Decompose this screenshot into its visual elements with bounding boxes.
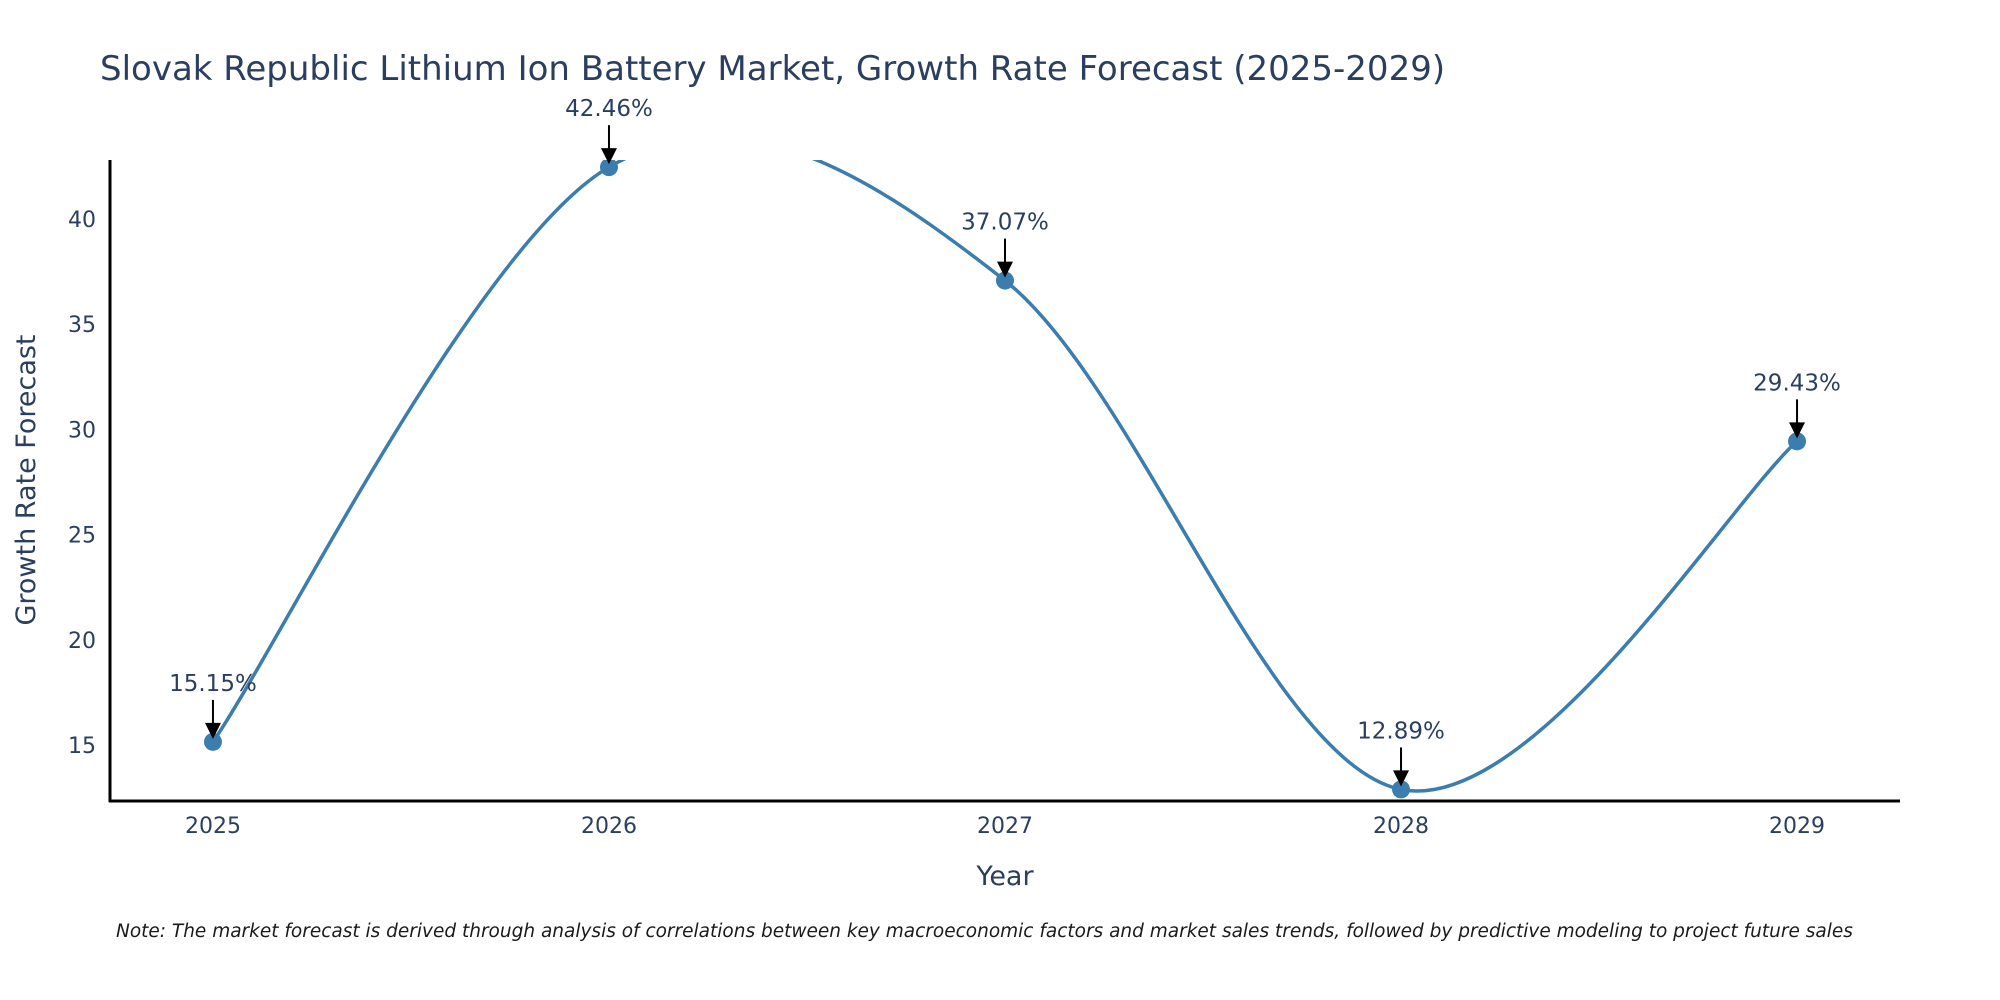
- footnote: Note: The market forecast is derived thr…: [116, 921, 1853, 942]
- data-label: 15.15%: [169, 671, 257, 697]
- data-label: 29.43%: [1753, 370, 1841, 396]
- annotation-arrowhead: [1393, 770, 1410, 787]
- y-tick-label: 30: [68, 418, 96, 443]
- data-label: 42.46%: [565, 96, 653, 122]
- data-point[interactable]: [1392, 780, 1411, 799]
- y-tick-label: 20: [68, 629, 96, 654]
- y-tick-label: 35: [68, 313, 96, 338]
- series-line: [211, 160, 1799, 793]
- y-tick-label: 40: [68, 208, 96, 233]
- data-label: 37.07%: [961, 210, 1049, 236]
- x-tick-label: 2029: [1769, 814, 1825, 839]
- x-tick-label: 2026: [581, 814, 637, 839]
- data-point[interactable]: [203, 732, 222, 751]
- x-axis-title: Year: [975, 861, 1034, 892]
- x-tick-label: 2027: [977, 814, 1033, 839]
- annotation-arrowhead: [600, 148, 617, 165]
- x-tick-label: 2028: [1373, 814, 1429, 839]
- data-point[interactable]: [1788, 432, 1807, 451]
- annotation-arrowhead: [997, 261, 1013, 278]
- data-point[interactable]: [996, 271, 1014, 290]
- x-tick-label: 2025: [185, 814, 241, 839]
- y-axis-ticks: 15 20 25 30 35 40: [68, 208, 96, 759]
- annotation-arrowhead: [1789, 422, 1806, 439]
- plot-area: [203, 158, 1807, 799]
- data-annotations: 15.15% 42.46% 37.07% 12.89% 29.43%: [169, 96, 1841, 787]
- annotation-arrowhead: [204, 722, 221, 739]
- chart-title: Slovak Republic Lithium Ion Battery Mark…: [100, 49, 1445, 89]
- data-label: 12.89%: [1357, 718, 1445, 744]
- y-axis-title: Growth Rate Forecast: [11, 334, 42, 625]
- x-axis-ticks: 2025 2026 2027 2028 2029: [185, 814, 1825, 839]
- y-tick-label: 15: [68, 734, 96, 759]
- y-tick-label: 25: [68, 524, 96, 549]
- data-point[interactable]: [599, 158, 618, 177]
